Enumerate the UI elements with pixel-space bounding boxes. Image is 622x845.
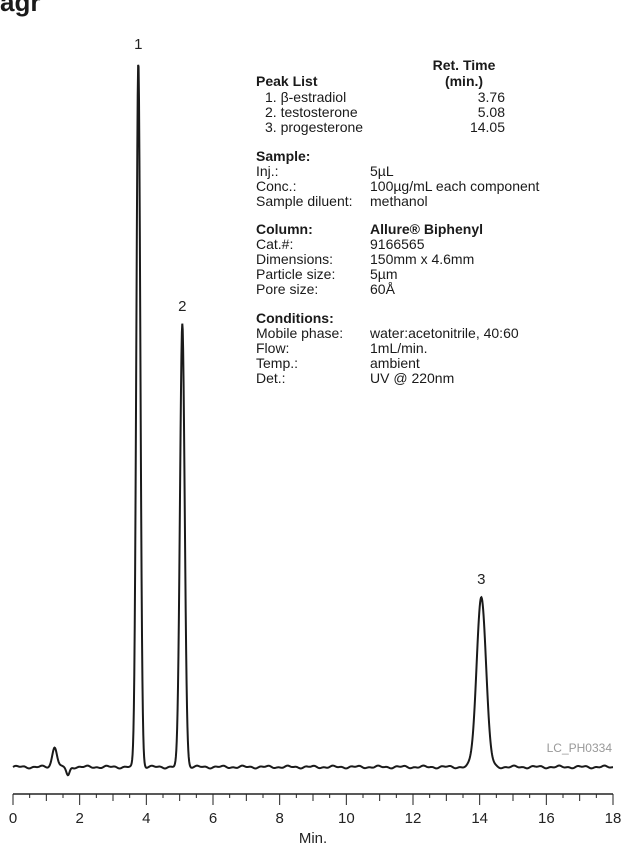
column-value: 150mm x 4.6mm: [370, 251, 475, 267]
conditions-label: Flow:: [256, 340, 290, 356]
conditions-heading: Conditions:: [256, 310, 334, 326]
title-fragment: agr: [0, 0, 41, 17]
conditions-label: Temp.:: [256, 355, 299, 371]
sample-label: Conc.:: [256, 178, 297, 194]
column-name: Allure® Biphenyl: [370, 221, 483, 237]
cut-off-title: agr: [0, 0, 622, 17]
sample-value: 100µg/mL each component: [370, 178, 540, 194]
conditions-value: UV @ 220nm: [370, 370, 455, 386]
peak-time: 5.08: [477, 104, 505, 120]
conditions-label: Det.:: [256, 370, 286, 386]
x-tick-label: 10: [338, 810, 355, 827]
column-label: Dimensions:: [256, 251, 334, 267]
peak-list-heading: Peak List: [256, 73, 318, 89]
column-label: Pore size:: [256, 281, 319, 297]
x-tick-label: 12: [405, 810, 422, 827]
x-tick-label: 6: [209, 810, 217, 827]
ret-time-unit: (min.): [444, 73, 484, 89]
column-value: 60Å: [370, 281, 395, 297]
peak-name: 1. β-estradiol: [265, 89, 347, 105]
column-label: Cat.#:: [256, 236, 294, 252]
sample-value: methanol: [370, 193, 428, 209]
column-value: 5µm: [370, 266, 398, 282]
ret-time-heading: Ret. Time: [432, 57, 496, 73]
peak-label: 3: [477, 571, 485, 588]
peak-name: 3. progesterone: [265, 119, 364, 135]
x-tick-label: 16: [538, 810, 555, 827]
peak-name: 2. testosterone: [265, 104, 358, 120]
sample-heading: Sample:: [256, 148, 311, 164]
x-tick-label: 8: [275, 810, 283, 827]
conditions-value: ambient: [370, 355, 420, 371]
column-value: 9166565: [370, 236, 425, 252]
chart-code-label: LC_PH0334: [547, 741, 613, 755]
x-tick-label: 0: [9, 810, 17, 827]
column-label: Particle size:: [256, 266, 336, 282]
peak-label: 2: [178, 298, 186, 315]
chromatogram-trace: [12, 64, 614, 777]
sample-value: 5µL: [370, 163, 394, 179]
peak-time: 3.76: [477, 89, 505, 105]
peak-time: 14.05: [469, 119, 505, 135]
sample-label: Inj.:: [256, 163, 279, 179]
column-heading: Column:: [256, 221, 313, 237]
x-tick-label: 18: [605, 810, 622, 827]
x-axis-title: Min.: [299, 830, 327, 845]
peak-label: 1: [134, 36, 142, 53]
conditions-label: Mobile phase:: [256, 325, 344, 341]
x-tick-label: 2: [75, 810, 83, 827]
x-tick-label: 14: [471, 810, 488, 827]
x-tick-label: 4: [142, 810, 150, 827]
conditions-value: 1mL/min.: [370, 340, 428, 356]
conditions-value: water:acetonitrile, 40:60: [370, 325, 519, 341]
sample-label: Sample diluent:: [256, 193, 353, 209]
